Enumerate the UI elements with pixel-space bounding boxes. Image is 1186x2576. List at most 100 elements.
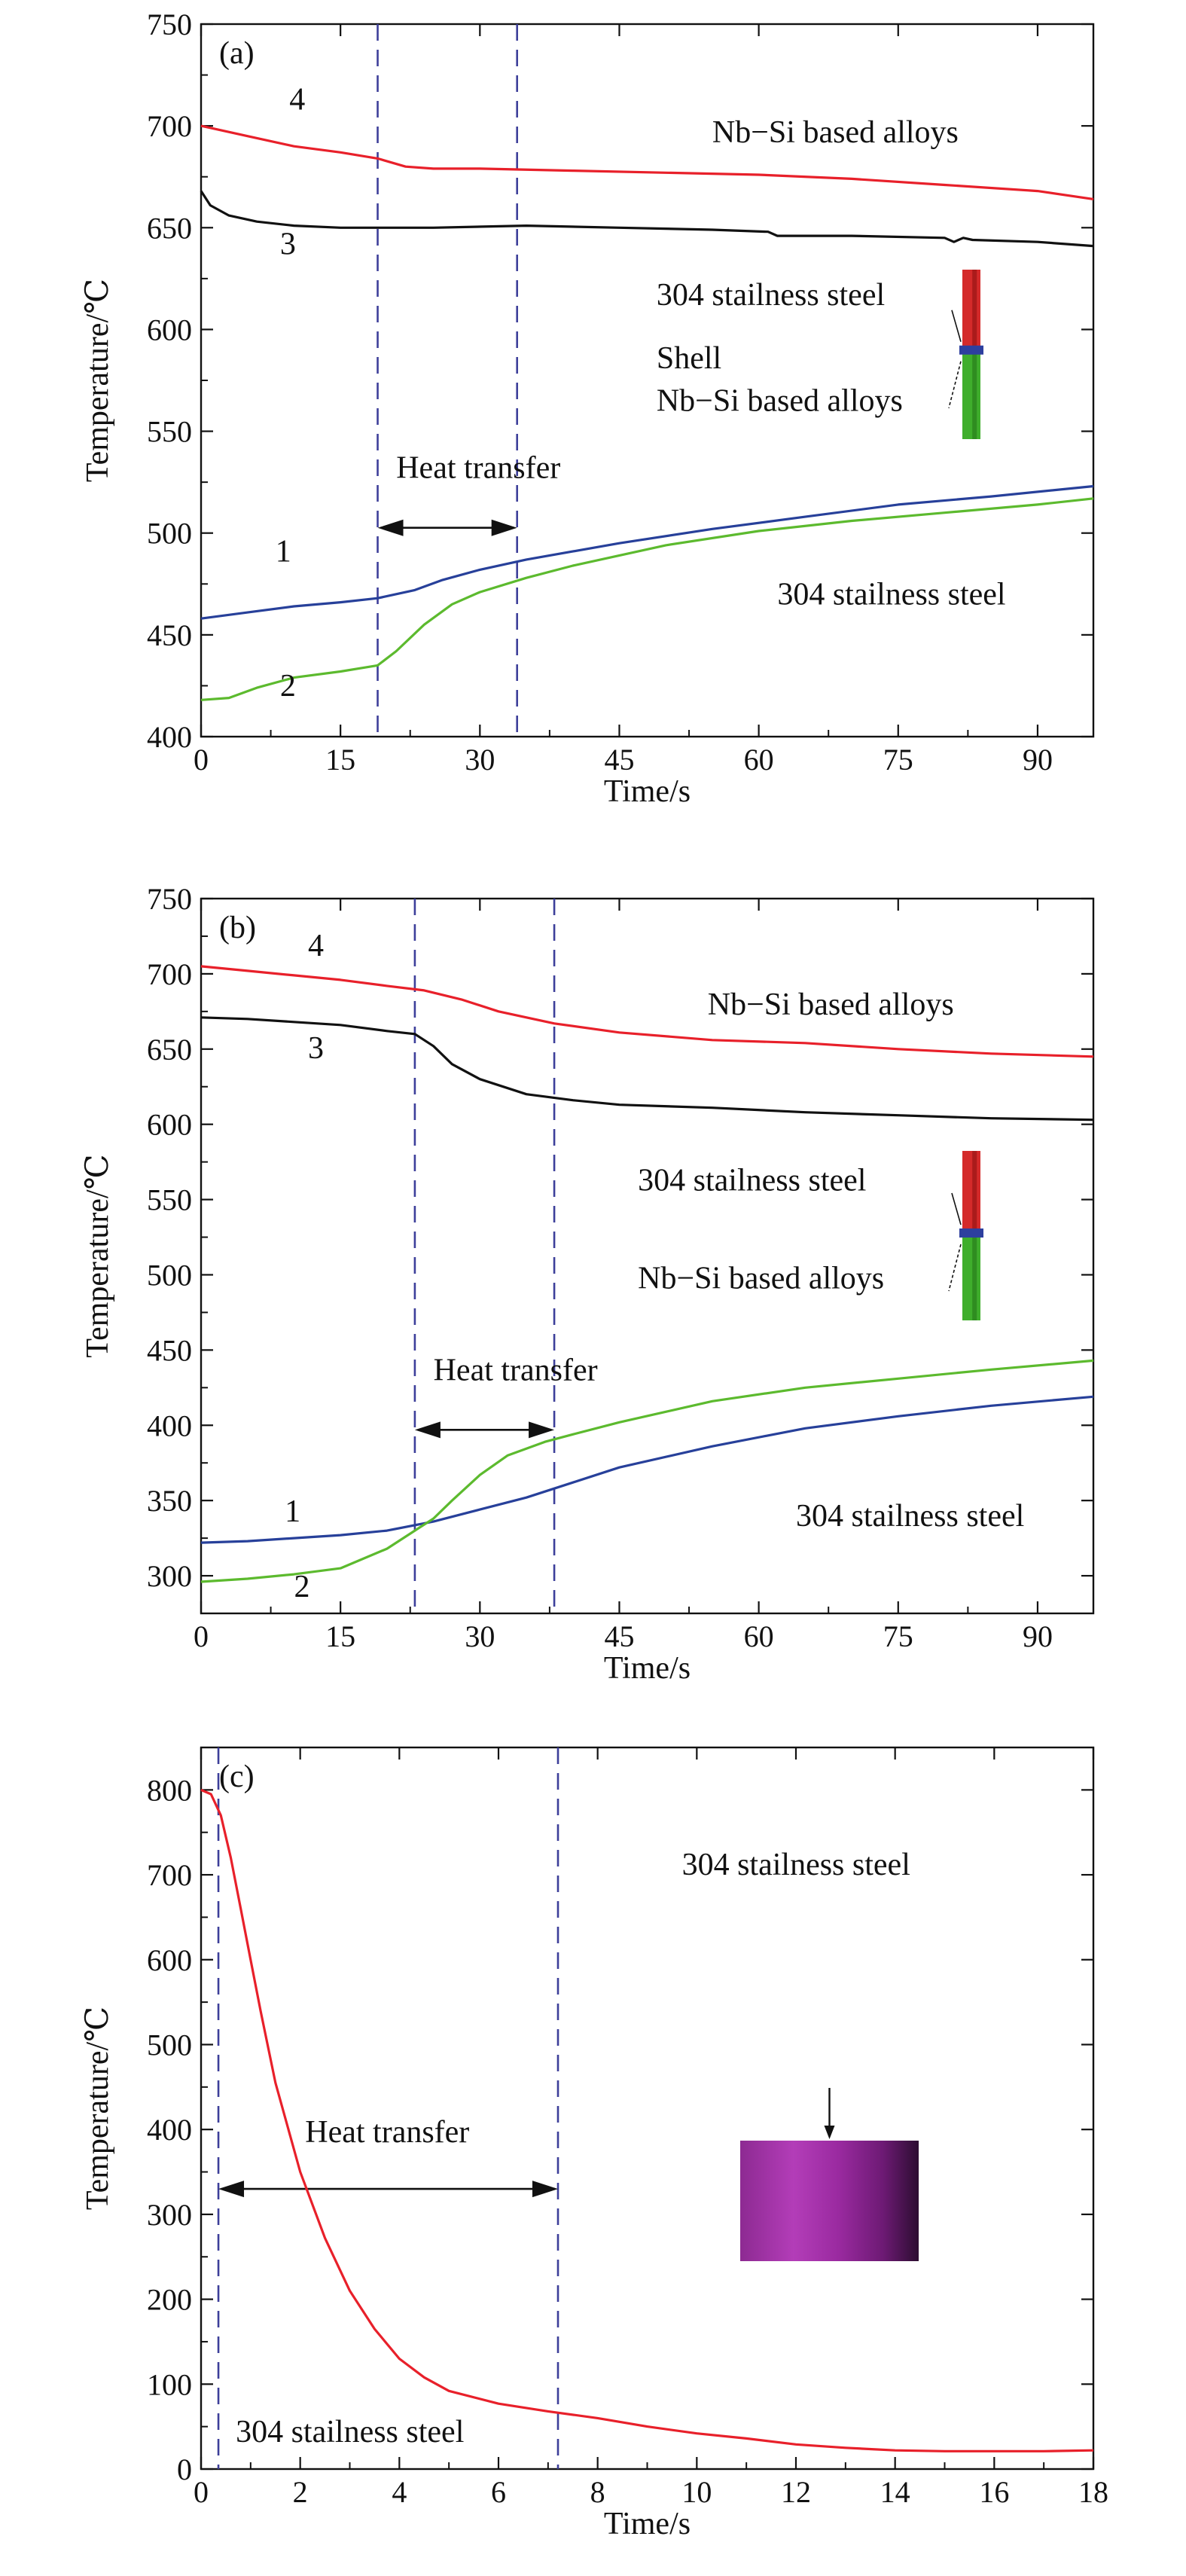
annotation-text: 1	[285, 1494, 300, 1529]
alloy-rod-icon	[962, 353, 980, 439]
x-tick-label: 4	[392, 2475, 407, 2509]
alloy-rod-icon	[962, 1237, 980, 1320]
series-line-4	[200, 124, 1094, 200]
x-tick-label: 30	[465, 1619, 495, 1653]
y-tick-label: 450	[147, 1333, 192, 1367]
arrow-head-left	[218, 2181, 245, 2198]
x-tick-label: 15	[325, 743, 355, 777]
x-tick-label: 60	[744, 1619, 774, 1653]
leader-line	[951, 1192, 962, 1225]
y-tick-label: 350	[147, 1484, 192, 1518]
x-tick-label: 0	[194, 2475, 209, 2509]
y-tick-label: 550	[147, 1183, 192, 1217]
y-tick-label: 200	[147, 2283, 192, 2317]
x-tick-label: 8	[590, 2475, 605, 2509]
y-tick-label: 600	[147, 1943, 192, 1977]
steel-rod-shade	[972, 1151, 977, 1232]
annotation-text: 2	[280, 669, 296, 704]
shell-band-icon	[959, 1228, 983, 1238]
x-tick-label: 0	[194, 1619, 209, 1653]
x-tick-label: 75	[883, 1619, 913, 1653]
x-tick-label: 30	[465, 743, 495, 777]
arrow-head-right	[491, 519, 517, 536]
x-tick-label: 6	[491, 2475, 506, 2509]
annotation-text: 304 stailness steel	[657, 278, 885, 313]
annotation-text: 4	[308, 929, 324, 963]
x-tick-label: 18	[1078, 2475, 1108, 2509]
annotation-text: 3	[280, 227, 296, 261]
panel-label: (b)	[219, 911, 256, 945]
x-tick-label: 60	[744, 743, 774, 777]
series-line-main	[200, 1788, 1094, 2452]
shell-band-icon	[959, 345, 983, 355]
series-line-4	[200, 965, 1094, 1058]
y-tick-label: 400	[147, 2113, 192, 2147]
steel-rod-icon	[962, 270, 980, 349]
annotation-text: 304 stailness steel	[638, 1164, 866, 1198]
y-axis-title: Temperature/℃	[81, 279, 115, 482]
alloy-rod-shade	[972, 353, 977, 439]
x-tick-label: 90	[1023, 1619, 1053, 1653]
y-tick-label: 500	[147, 517, 192, 551]
plot-frame	[200, 23, 1095, 738]
panel-label: (a)	[219, 36, 255, 71]
x-tick-label: 45	[604, 1619, 634, 1653]
annotation-text: Nb−Si based alloys	[657, 384, 903, 419]
x-tick-label: 0	[194, 743, 209, 777]
series-line-3	[200, 1016, 1094, 1122]
annotation-text: Nb−Si based alloys	[712, 115, 959, 150]
y-tick-label: 700	[147, 109, 192, 143]
y-tick-label: 100	[147, 2367, 192, 2401]
y-tick-label: 700	[147, 1858, 192, 1892]
annotation-text: Heat transfer	[396, 451, 560, 486]
annotation-text: 304 stailness steel	[777, 577, 1005, 612]
annotation-text: 304 stailness steel	[682, 1848, 910, 1882]
panel-b: 0 15 30 45 60 75 90 300 350 400 450 500 550 600 650 700…	[81, 882, 1095, 1686]
panel-c: 0 2 4 6 8 10 12 14 16 18 0 100 200 300 400 500 600 700 800…	[81, 1746, 1108, 2541]
x-axis-title: Time/s	[604, 774, 691, 809]
series-line-2	[200, 497, 1094, 701]
x-tick-label: 14	[880, 2475, 910, 2509]
annotation-text: 1	[276, 535, 291, 569]
y-tick-label: 600	[147, 1108, 192, 1142]
plot-frame	[200, 897, 1095, 1615]
x-tick-label: 16	[979, 2475, 1009, 2509]
annotation-text: Nb−Si based alloys	[708, 987, 954, 1022]
leader-line	[948, 1244, 962, 1292]
y-tick-label: 800	[147, 1773, 192, 1807]
arrow-head-right	[532, 2181, 558, 2198]
steel-block-icon	[740, 2141, 919, 2261]
y-tick-label: 700	[147, 957, 192, 991]
series-line-2	[200, 1359, 1094, 1583]
x-tick-label: 15	[325, 1619, 355, 1653]
y-tick-label: 750	[147, 8, 192, 41]
annotation-text: 304 stailness steel	[236, 2415, 464, 2449]
y-tick-label: 600	[147, 313, 192, 346]
annotation-text: 3	[308, 1031, 324, 1066]
annotation-text: 4	[289, 83, 305, 118]
y-tick-label: 400	[147, 720, 192, 754]
y-tick-label: 500	[147, 1258, 192, 1292]
series-line-3	[200, 190, 1094, 248]
y-tick-label: 300	[147, 1559, 192, 1593]
annotation-text: Shell	[657, 341, 721, 376]
y-tick-label: 300	[147, 2198, 192, 2232]
y-tick-label: 0	[177, 2452, 192, 2486]
y-axis-title: Temperature/℃	[81, 2007, 115, 2210]
y-tick-label: 550	[147, 415, 192, 449]
x-axis-title: Time/s	[604, 1651, 691, 1686]
series-line-1	[200, 484, 1094, 620]
steel-rod-shade	[972, 270, 977, 349]
annotation-text: 2	[294, 1570, 309, 1604]
panel-label: (c)	[219, 1760, 255, 1794]
x-axis-title: Time/s	[604, 2507, 691, 2541]
arrow-head-right	[529, 1421, 555, 1439]
y-tick-label: 450	[147, 618, 192, 652]
alloy-rod-shade	[972, 1237, 977, 1320]
annotation-text: 304 stailness steel	[796, 1499, 1024, 1534]
x-tick-label: 12	[781, 2475, 811, 2509]
annotation-text: Heat transfer	[434, 1353, 598, 1387]
y-tick-label: 650	[147, 1033, 192, 1067]
annotation-text: Heat transfer	[305, 2115, 469, 2150]
